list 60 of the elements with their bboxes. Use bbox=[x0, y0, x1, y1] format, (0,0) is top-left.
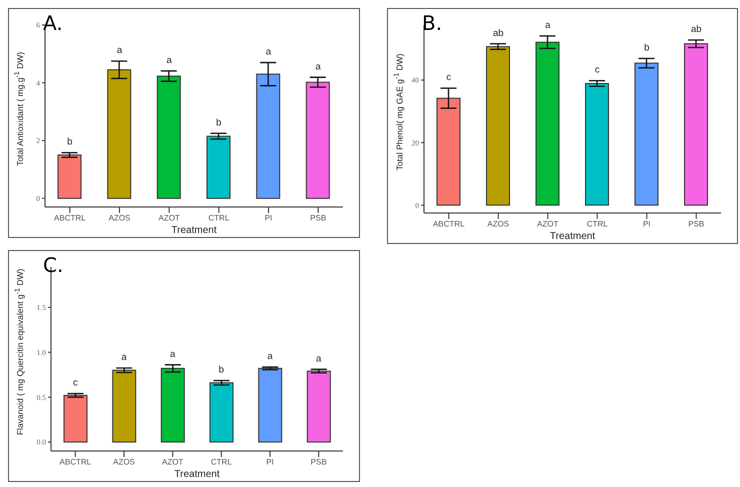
x-axis-title: Treatment bbox=[550, 231, 596, 242]
annotation: a bbox=[316, 61, 322, 72]
annotation: c bbox=[594, 64, 600, 76]
x-tick-label: CTRL bbox=[210, 458, 232, 467]
x-tick-label: AZOT bbox=[158, 214, 180, 223]
x-tick-label: AZOS bbox=[108, 214, 130, 223]
annotation: a bbox=[267, 351, 274, 362]
x-tick-label: ABCTRL bbox=[432, 220, 466, 229]
bar bbox=[210, 382, 234, 443]
annotation: a bbox=[545, 20, 552, 31]
bar bbox=[536, 42, 560, 206]
bar bbox=[585, 82, 609, 206]
bar bbox=[112, 370, 136, 443]
bar bbox=[306, 82, 330, 199]
annotation: b bbox=[218, 364, 224, 376]
bar bbox=[206, 136, 230, 199]
bar bbox=[684, 43, 708, 206]
bar bbox=[256, 74, 280, 199]
x-tick-label: CTRL bbox=[208, 214, 230, 223]
annotation: a bbox=[116, 45, 123, 56]
chart-title: C. bbox=[43, 253, 64, 277]
annotation: ab bbox=[690, 24, 702, 36]
x-tick-label: PSB bbox=[688, 220, 704, 229]
x-tick-label: AZOT bbox=[162, 458, 184, 467]
x-tick-label: AZOS bbox=[113, 458, 135, 467]
chart-title: B. bbox=[422, 11, 442, 35]
bar bbox=[436, 98, 460, 206]
annotation: a bbox=[266, 46, 272, 58]
bar bbox=[306, 370, 331, 443]
bar bbox=[634, 62, 658, 206]
x-tick-label: PI bbox=[642, 220, 651, 229]
bar bbox=[156, 76, 181, 199]
x-axis-title: Treatment bbox=[171, 225, 217, 236]
annotation: c bbox=[446, 72, 452, 84]
x-axis-title: Treatment bbox=[174, 469, 220, 480]
bar bbox=[258, 368, 282, 443]
annotation: b bbox=[644, 42, 650, 54]
x-tick-label: ABCTRL bbox=[54, 214, 86, 223]
annotation: b bbox=[67, 136, 72, 148]
annotation: ab bbox=[492, 28, 504, 39]
bar bbox=[486, 46, 510, 206]
annotation: a bbox=[121, 352, 128, 363]
annotation: b bbox=[216, 117, 222, 128]
bar bbox=[107, 69, 132, 199]
x-tick-label: PI bbox=[266, 458, 274, 467]
bar bbox=[160, 368, 185, 443]
x-tick-label: PSB bbox=[310, 458, 327, 467]
bar bbox=[58, 154, 82, 199]
annotation: a bbox=[166, 54, 173, 66]
annotation: a bbox=[170, 348, 176, 360]
x-tick-label: CTRL bbox=[586, 220, 608, 229]
x-tick-label: AZOT bbox=[537, 220, 559, 229]
annotation: c bbox=[72, 378, 78, 389]
x-tick-label: PI bbox=[264, 214, 272, 223]
bar bbox=[64, 394, 88, 443]
annotation: a bbox=[316, 353, 322, 364]
x-tick-label: AZOS bbox=[487, 220, 510, 229]
chart-title: A. bbox=[43, 11, 63, 35]
x-tick-label: PSB bbox=[310, 214, 326, 223]
x-tick-label: ABCTRL bbox=[60, 458, 92, 467]
